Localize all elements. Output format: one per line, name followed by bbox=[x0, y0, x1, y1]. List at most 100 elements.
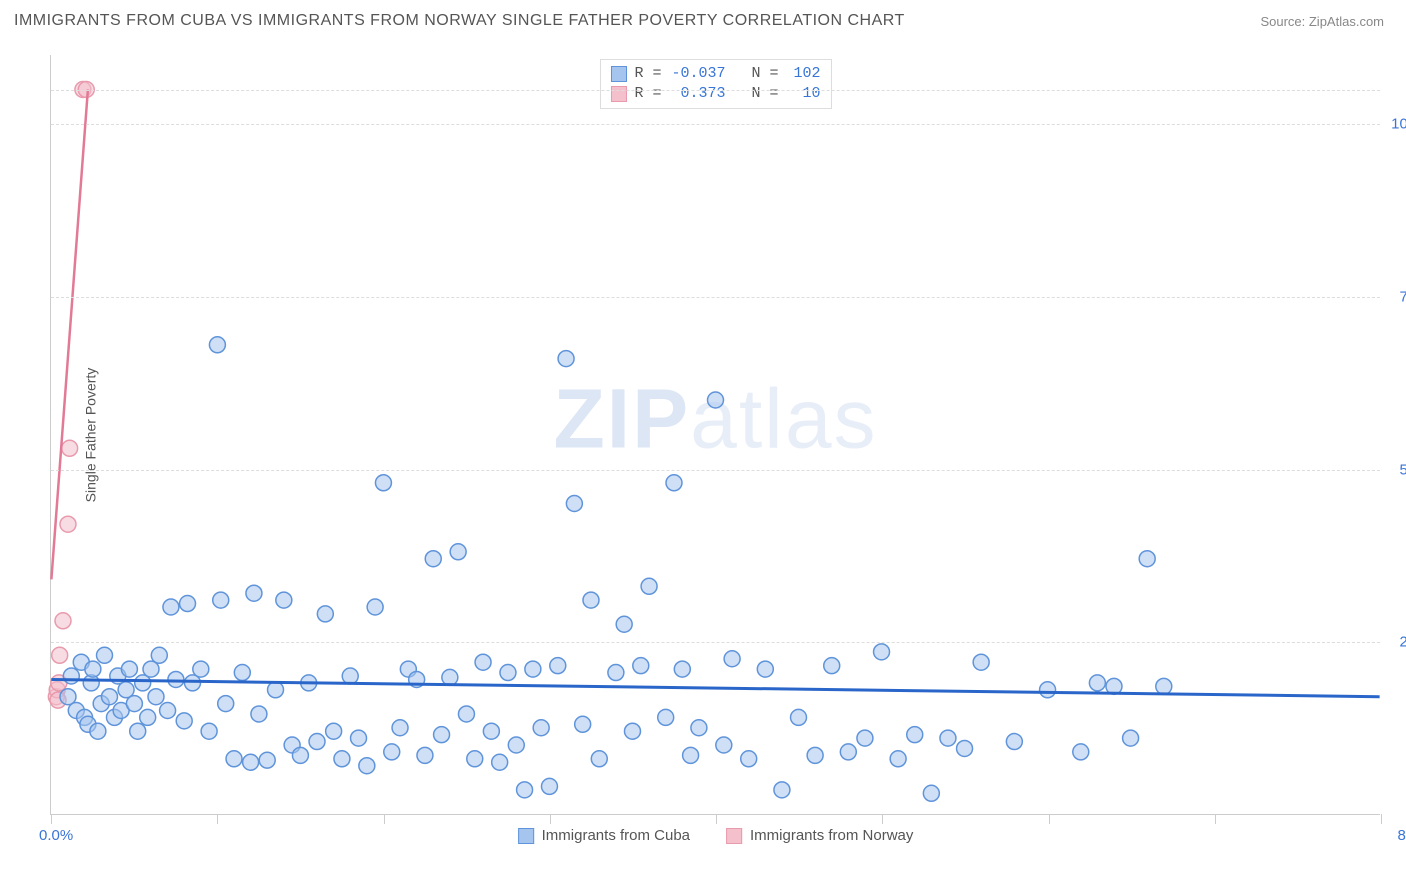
legend-r-value: 0.373 bbox=[670, 84, 726, 104]
chart-title: IMMIGRANTS FROM CUBA VS IMMIGRANTS FROM … bbox=[14, 12, 905, 30]
cuba-point bbox=[467, 751, 483, 767]
grid-line bbox=[51, 90, 1380, 91]
legend-n-value: 10 bbox=[787, 84, 821, 104]
cuba-point bbox=[180, 596, 196, 612]
cuba-point bbox=[226, 751, 242, 767]
cuba-point bbox=[683, 747, 699, 763]
cuba-point bbox=[151, 647, 167, 663]
cuba-point bbox=[317, 606, 333, 622]
legend-series: Immigrants from Cuba Immigrants from Norw… bbox=[518, 827, 914, 844]
norway-point bbox=[60, 516, 76, 532]
cuba-point bbox=[674, 661, 690, 677]
y-tick-label: 75.0% bbox=[1399, 288, 1406, 305]
cuba-point bbox=[774, 782, 790, 798]
cuba-point bbox=[641, 578, 657, 594]
cuba-point bbox=[492, 754, 508, 770]
cuba-point bbox=[1073, 744, 1089, 760]
cuba-point bbox=[857, 730, 873, 746]
legend-row-cuba: R = -0.037 N = 102 bbox=[610, 64, 820, 84]
cuba-point bbox=[417, 747, 433, 763]
legend-correlation-box: R = -0.037 N = 102R = 0.373 N = 10 bbox=[599, 59, 831, 109]
cuba-point bbox=[160, 703, 176, 719]
legend-label: Immigrants from Norway bbox=[750, 827, 913, 844]
legend-label: Immigrants from Cuba bbox=[542, 827, 690, 844]
cuba-point bbox=[63, 668, 79, 684]
x-tick bbox=[1381, 814, 1382, 824]
cuba-point bbox=[1006, 734, 1022, 750]
cuba-point bbox=[351, 730, 367, 746]
cuba-point bbox=[757, 661, 773, 677]
cuba-point bbox=[824, 658, 840, 674]
chart-svg bbox=[51, 55, 1380, 814]
cuba-point bbox=[375, 475, 391, 491]
cuba-point bbox=[218, 696, 234, 712]
cuba-point bbox=[791, 709, 807, 725]
cuba-point bbox=[1040, 682, 1056, 698]
x-axis-max-label: 80.0% bbox=[1397, 827, 1406, 844]
cuba-point bbox=[907, 727, 923, 743]
cuba-point bbox=[923, 785, 939, 801]
cuba-point bbox=[525, 661, 541, 677]
cuba-point bbox=[940, 730, 956, 746]
legend-n-value: 102 bbox=[787, 64, 821, 84]
cuba-point bbox=[85, 661, 101, 677]
cuba-point bbox=[434, 727, 450, 743]
cuba-trend-line bbox=[51, 679, 1379, 696]
cuba-point bbox=[1123, 730, 1139, 746]
cuba-point bbox=[209, 337, 225, 353]
cuba-point bbox=[148, 689, 164, 705]
grid-line bbox=[51, 642, 1380, 643]
norway-point bbox=[62, 440, 78, 456]
x-axis-min-label: 0.0% bbox=[39, 827, 73, 844]
x-tick bbox=[550, 814, 551, 824]
cuba-point bbox=[616, 616, 632, 632]
legend-n-label: N = bbox=[734, 84, 779, 104]
source-attribution: Source: ZipAtlas.com bbox=[1260, 14, 1384, 29]
grid-line bbox=[51, 297, 1380, 298]
cuba-point bbox=[517, 782, 533, 798]
cuba-point bbox=[193, 661, 209, 677]
cuba-point bbox=[890, 751, 906, 767]
plot-area: ZIPatlas Single Father Poverty R = -0.03… bbox=[50, 55, 1380, 815]
cuba-point bbox=[591, 751, 607, 767]
x-tick bbox=[1049, 814, 1050, 824]
cuba-point bbox=[140, 709, 156, 725]
cuba-point bbox=[163, 599, 179, 615]
cuba-point bbox=[575, 716, 591, 732]
cuba-point bbox=[973, 654, 989, 670]
cuba-point bbox=[541, 778, 557, 794]
cuba-point bbox=[334, 751, 350, 767]
cuba-point bbox=[458, 706, 474, 722]
cuba-point bbox=[475, 654, 491, 670]
x-tick bbox=[716, 814, 717, 824]
legend-r-label: R = bbox=[634, 64, 661, 84]
cuba-point bbox=[533, 720, 549, 736]
cuba-point bbox=[566, 496, 582, 512]
grid-line bbox=[51, 124, 1380, 125]
cuba-point bbox=[558, 351, 574, 367]
cuba-point bbox=[716, 737, 732, 753]
cuba-point bbox=[126, 696, 142, 712]
cuba-point bbox=[483, 723, 499, 739]
cuba-point bbox=[807, 747, 823, 763]
cuba-point bbox=[326, 723, 342, 739]
grid-line bbox=[51, 470, 1380, 471]
cuba-point bbox=[658, 709, 674, 725]
cuba-point bbox=[633, 658, 649, 674]
cuba-point bbox=[550, 658, 566, 674]
cuba-point bbox=[251, 706, 267, 722]
legend-item-cuba: Immigrants from Cuba bbox=[518, 827, 690, 844]
norway-trend-line bbox=[51, 90, 88, 580]
cuba-point bbox=[259, 752, 275, 768]
cuba-point bbox=[213, 592, 229, 608]
cuba-point bbox=[500, 665, 516, 681]
cuba-point bbox=[957, 740, 973, 756]
cuba-point bbox=[1156, 678, 1172, 694]
cuba-point bbox=[741, 751, 757, 767]
legend-swatch-norway bbox=[726, 828, 742, 844]
cuba-point bbox=[90, 723, 106, 739]
cuba-point bbox=[359, 758, 375, 774]
cuba-point bbox=[176, 713, 192, 729]
legend-n-label: N = bbox=[734, 64, 779, 84]
cuba-point bbox=[392, 720, 408, 736]
